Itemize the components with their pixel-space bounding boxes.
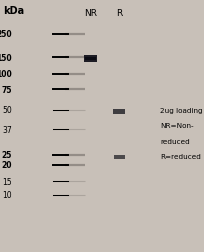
Text: 37: 37 (2, 125, 12, 134)
Text: 50: 50 (2, 106, 12, 115)
Text: 20: 20 (2, 161, 12, 170)
Text: kDa: kDa (3, 6, 24, 16)
Text: 2ug loading: 2ug loading (160, 108, 203, 114)
Text: 250: 250 (0, 30, 12, 39)
Text: R=reduced: R=reduced (160, 153, 201, 159)
Text: 150: 150 (0, 54, 12, 62)
Bar (114, 156, 124, 160)
Text: NR=Non-: NR=Non- (160, 123, 194, 129)
Text: 75: 75 (2, 85, 12, 94)
Text: NR: NR (84, 9, 97, 18)
Bar (85, 57, 96, 60)
Text: 15: 15 (3, 177, 12, 186)
Text: 100: 100 (0, 70, 12, 79)
Text: 25: 25 (2, 150, 12, 160)
Text: R: R (116, 9, 122, 18)
Text: 10: 10 (3, 191, 12, 200)
Bar (84, 56, 97, 63)
Text: reduced: reduced (160, 138, 190, 144)
Bar (113, 109, 125, 115)
